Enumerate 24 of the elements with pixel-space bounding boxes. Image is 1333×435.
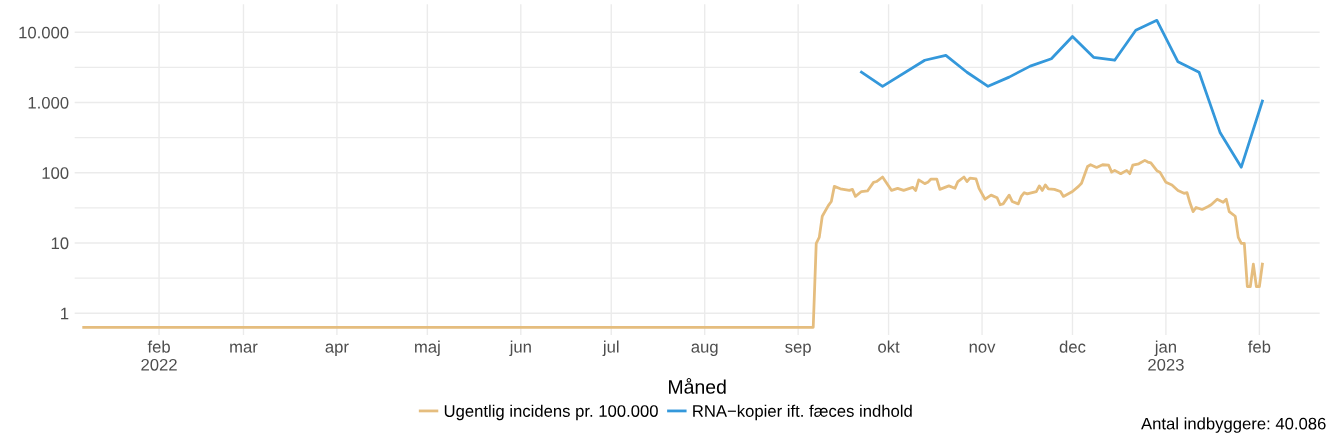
x-tick-label: jul — [602, 340, 619, 357]
x-tick-label: feb — [1248, 340, 1271, 353]
line-series — [82, 158, 1264, 329]
x-tick-label: sep — [785, 343, 811, 357]
line-series — [860, 18, 1264, 169]
x-tick-label: dec — [1059, 340, 1086, 353]
y-tick-label: 100 — [42, 167, 69, 179]
x-tick-label: feb 2022 — [141, 340, 177, 371]
y-tick-label: 10 — [51, 237, 69, 250]
y-tick-label: 1 — [61, 307, 69, 320]
x-tick-label: aug — [691, 343, 718, 357]
x-tick-label: apr — [325, 343, 349, 357]
x-tick-label: jan 2023 — [1148, 340, 1184, 371]
legend-label: RNA−kopier ift. fæces indhold — [693, 404, 912, 421]
x-tick-label: nov — [969, 343, 996, 353]
x-tick-label: maj — [415, 340, 440, 357]
x-tick-label: mar — [230, 343, 258, 353]
text: Antal indbyggere: 40.086 — [1141, 417, 1326, 433]
x-axis-title: Måned — [669, 377, 726, 394]
y-tick-label: 1.000 — [28, 96, 69, 109]
y-tick-label: 10.000 — [19, 26, 69, 39]
x-tick-label: okt — [878, 340, 900, 353]
legend-label: Ugentlig incidens pr. 100.000 — [444, 404, 658, 421]
x-tick-label: jun — [509, 340, 531, 357]
